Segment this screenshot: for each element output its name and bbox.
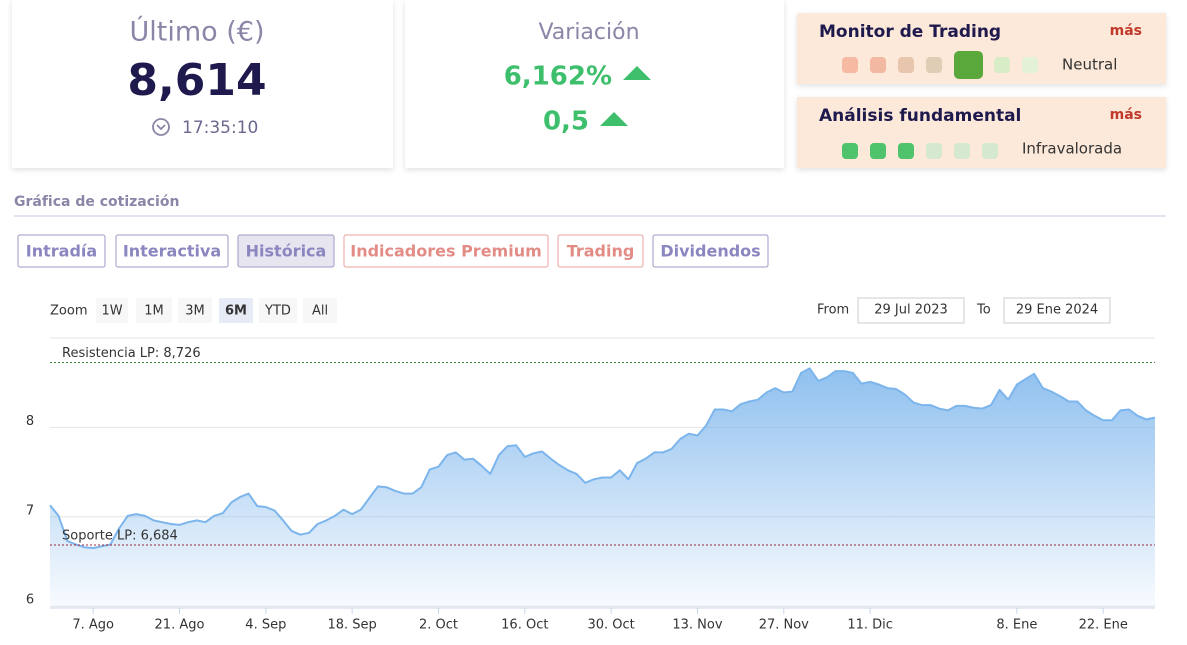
from-label: From	[817, 303, 849, 318]
y-tick-label: 6	[26, 593, 34, 608]
tab[interactable]	[343, 234, 549, 268]
tab[interactable]	[557, 234, 644, 268]
x-tick-label: 4. Sep	[245, 618, 286, 633]
up-arrow	[600, 112, 628, 126]
fundamental-card	[797, 97, 1166, 168]
section-title: Gráfica de cotización	[14, 194, 179, 210]
tab-label: Indicadores Premium	[350, 242, 542, 261]
monitor-status: Neutral	[1062, 56, 1117, 74]
quote-title: Último (€)	[130, 16, 265, 48]
zoom-button-label: 1M	[144, 304, 164, 319]
x-tick-label: 30. Oct	[587, 618, 634, 633]
to-input[interactable]	[1003, 297, 1111, 324]
range-toolbar: Zoom From 29 Jul 2023 To 29 Ene 2024 1W 1…	[50, 297, 1111, 324]
from-date: 29 Jul 2023	[874, 303, 948, 318]
tab[interactable]	[115, 234, 229, 268]
chart: 6 7 8 Resistencia LP: 8,726 Soporte LP: 6,68…	[26, 337, 1156, 633]
variation-title: Variación	[538, 20, 639, 45]
tab-label: Interactiva	[123, 242, 221, 261]
area-fill	[50, 368, 1155, 608]
fundamental-dots	[842, 143, 998, 159]
x-tick-label: 7. Ago	[72, 618, 114, 633]
zoom-button[interactable]	[303, 298, 337, 323]
x-tick-label: 11. Dic	[847, 618, 893, 633]
variation-card	[405, 0, 784, 168]
zoom-button[interactable]	[259, 298, 297, 323]
to-date: 29 Ene 2024	[1016, 303, 1098, 318]
zoom-button-label: 6M	[225, 304, 247, 319]
tab-label: Trading	[567, 242, 635, 261]
monitor-title: Monitor de Trading	[819, 22, 1001, 42]
x-tick-label: 16. Oct	[501, 618, 548, 633]
quote-card	[12, 0, 393, 168]
quote-price: 8,614	[127, 55, 266, 106]
to-label: To	[976, 303, 991, 318]
tab-label: Intradía	[26, 242, 97, 261]
zoom-button[interactable]	[136, 298, 172, 323]
zoom-button[interactable]	[219, 298, 253, 323]
tab-label: Histórica	[246, 242, 327, 261]
fundamental-title: Análisis fundamental	[819, 106, 1021, 126]
from-input[interactable]	[857, 297, 965, 324]
tab-label: Dividendos	[660, 242, 760, 261]
zoom-button[interactable]	[96, 298, 128, 323]
x-tick-label: 8. Ene	[996, 618, 1037, 633]
zoom-button-label: 1W	[101, 304, 122, 319]
quote-time: 17:35:10	[182, 118, 258, 138]
y-tick-label: 8	[26, 414, 34, 429]
up-arrow	[623, 66, 651, 80]
zoom-label: Zoom	[50, 304, 87, 319]
x-tick-label: 21. Ago	[155, 618, 205, 633]
zoom-button[interactable]	[178, 298, 212, 323]
zoom-button-label: All	[312, 304, 328, 319]
tab[interactable]	[237, 234, 335, 268]
monitor-dots	[842, 51, 1038, 79]
variation-absolute: 0,5	[543, 107, 589, 137]
x-tick-label: 22. Ene	[1079, 618, 1128, 633]
more-link[interactable]: más	[1110, 23, 1142, 39]
x-tick-label: 27. Nov	[759, 618, 809, 633]
x-tick-label: 2. Oct	[419, 618, 458, 633]
fundamental-status: Infravalorada	[1022, 140, 1122, 158]
tab[interactable]	[652, 234, 769, 268]
plot-line-label: Soporte LP: 6,684	[62, 529, 178, 544]
more-link[interactable]: más	[1110, 107, 1142, 123]
variation-percent: 6,162%	[504, 62, 612, 92]
tab[interactable]	[17, 234, 106, 268]
y-tick-label: 7	[26, 503, 34, 518]
zoom-button-label: YTD	[264, 304, 291, 319]
zoom-button-label: 3M	[185, 304, 205, 319]
plot-line-label: Resistencia LP: 8,726	[62, 346, 201, 361]
price-line	[49, 367, 1156, 550]
clock-icon	[152, 118, 170, 136]
tabs: Intradía Interactiva Histórica Indicadores …	[17, 234, 769, 268]
x-tick-label: 13. Nov	[672, 618, 722, 633]
x-tick-label: 18. Sep	[327, 618, 376, 633]
